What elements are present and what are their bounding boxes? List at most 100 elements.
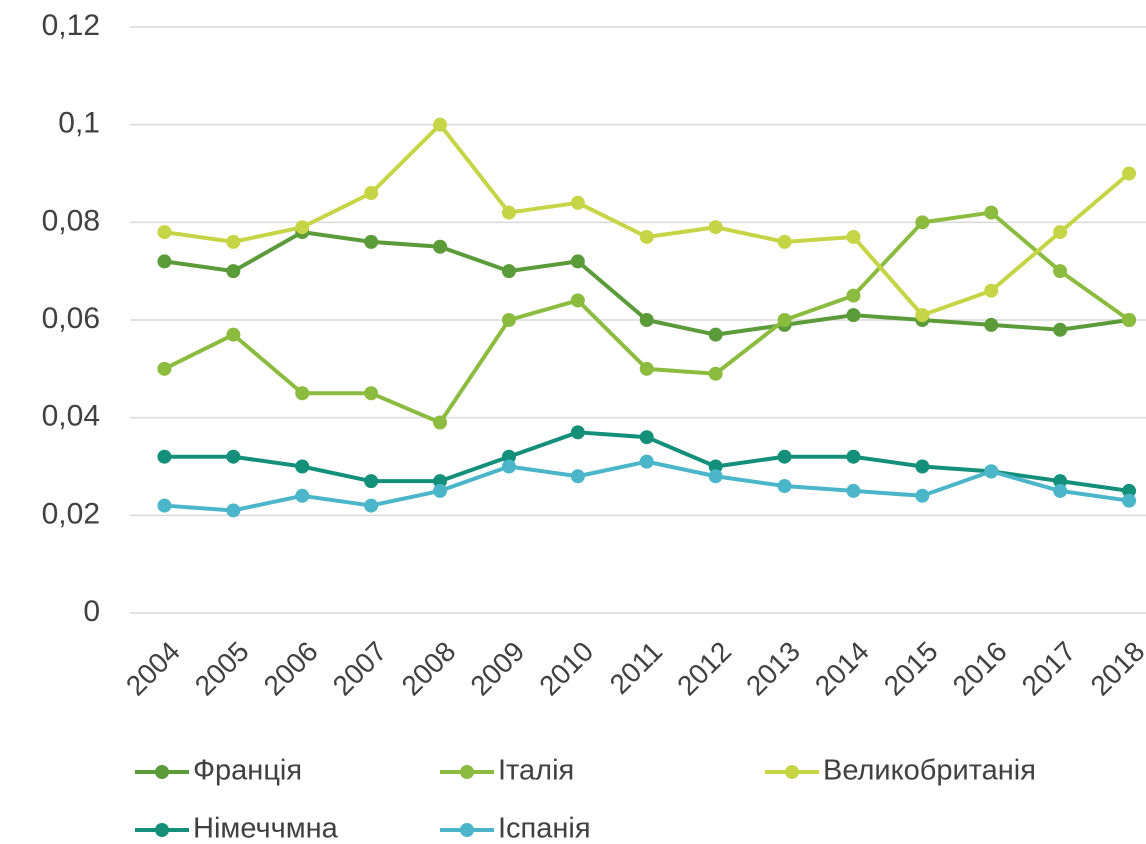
data-point xyxy=(501,205,516,220)
legend-label: Італія xyxy=(498,755,574,787)
data-point xyxy=(433,117,448,132)
y-tick-label: 0,08 xyxy=(42,204,100,237)
data-point xyxy=(846,308,861,323)
legend-marker xyxy=(155,823,169,837)
data-point xyxy=(364,498,379,513)
data-point xyxy=(226,234,241,249)
data-point xyxy=(501,313,516,327)
series-line xyxy=(164,122,1131,318)
data-point xyxy=(157,361,172,376)
data-point xyxy=(1122,166,1137,181)
data-point xyxy=(984,205,999,220)
data-point xyxy=(708,327,723,342)
data-point xyxy=(501,449,516,464)
data-point xyxy=(570,195,585,210)
legend-marker xyxy=(785,765,799,779)
data-point xyxy=(846,288,861,303)
data-point xyxy=(226,264,241,279)
data-point xyxy=(157,225,172,240)
x-tick-label: 2013 xyxy=(740,636,806,702)
data-point xyxy=(984,464,999,479)
x-tick-label: 2016 xyxy=(947,636,1013,702)
data-point xyxy=(570,254,585,269)
data-point xyxy=(295,220,310,235)
data-point xyxy=(501,459,516,474)
data-point xyxy=(777,479,792,494)
legend-marker xyxy=(460,823,474,837)
data-point xyxy=(157,498,172,513)
data-point xyxy=(777,449,792,464)
data-point xyxy=(570,425,585,440)
data-point xyxy=(433,415,448,430)
data-point xyxy=(433,239,448,254)
data-point xyxy=(846,483,861,498)
x-tick-label: 2008 xyxy=(396,636,462,702)
data-point xyxy=(846,229,861,244)
data-point xyxy=(157,254,172,269)
data-point xyxy=(1053,225,1068,240)
data-point xyxy=(777,234,792,249)
data-point xyxy=(295,459,310,474)
data-point xyxy=(915,459,930,474)
y-tick-label: 0,12 xyxy=(42,9,100,42)
data-point xyxy=(1053,264,1068,279)
data-point xyxy=(226,327,241,342)
data-point xyxy=(984,283,999,298)
data-point xyxy=(570,469,585,484)
data-point xyxy=(708,366,723,381)
y-tick-label: 0,1 xyxy=(58,107,100,140)
x-tick-label: 2004 xyxy=(120,636,186,702)
x-tick-label: 2006 xyxy=(258,636,324,702)
data-point xyxy=(915,488,930,503)
x-tick-label: 2015 xyxy=(878,636,944,702)
data-point xyxy=(639,229,654,244)
data-point xyxy=(1122,483,1137,498)
legend-marker xyxy=(460,765,474,779)
x-tick-label: 2017 xyxy=(1016,636,1082,702)
legend-label: Франція xyxy=(193,755,302,787)
y-tick-label: 0 xyxy=(83,595,100,628)
x-tick-label: 2005 xyxy=(189,636,255,702)
x-tick-label: 2011 xyxy=(604,636,669,701)
data-point xyxy=(639,361,654,376)
data-point xyxy=(433,474,448,489)
data-point xyxy=(639,313,654,327)
data-point xyxy=(915,215,930,230)
data-point xyxy=(1053,322,1068,337)
data-point xyxy=(364,474,379,489)
data-point xyxy=(708,220,723,235)
legend-marker xyxy=(155,765,169,779)
data-point xyxy=(1122,313,1137,327)
data-point xyxy=(708,469,723,484)
x-tick-label: 2012 xyxy=(671,636,737,702)
data-point xyxy=(364,386,379,401)
data-point xyxy=(777,313,792,327)
x-tick-label: 2010 xyxy=(533,636,599,702)
y-tick-label: 0,04 xyxy=(42,400,100,433)
legend-label: Німеччмна xyxy=(193,813,339,844)
x-tick-label: 2014 xyxy=(809,636,875,702)
data-point xyxy=(226,449,241,464)
data-point xyxy=(364,234,379,249)
data-point xyxy=(639,430,654,445)
data-point xyxy=(1053,483,1068,498)
x-tick-label: 2018 xyxy=(1085,636,1146,702)
x-tick-label: 2009 xyxy=(464,636,530,702)
data-point xyxy=(501,264,516,279)
data-point xyxy=(708,459,723,474)
legend-label: Великобританія xyxy=(823,755,1036,787)
data-point xyxy=(295,488,310,503)
data-point xyxy=(364,186,379,201)
legend-label: Іспанія xyxy=(498,813,591,844)
x-tick-label: 2007 xyxy=(327,636,393,702)
data-point xyxy=(295,386,310,401)
data-point xyxy=(157,449,172,464)
data-point xyxy=(570,293,585,308)
data-point xyxy=(226,503,241,518)
y-tick-label: 0,06 xyxy=(42,302,100,335)
data-point xyxy=(846,449,861,464)
data-point xyxy=(639,454,654,469)
data-point xyxy=(915,308,930,323)
data-point xyxy=(984,317,999,332)
